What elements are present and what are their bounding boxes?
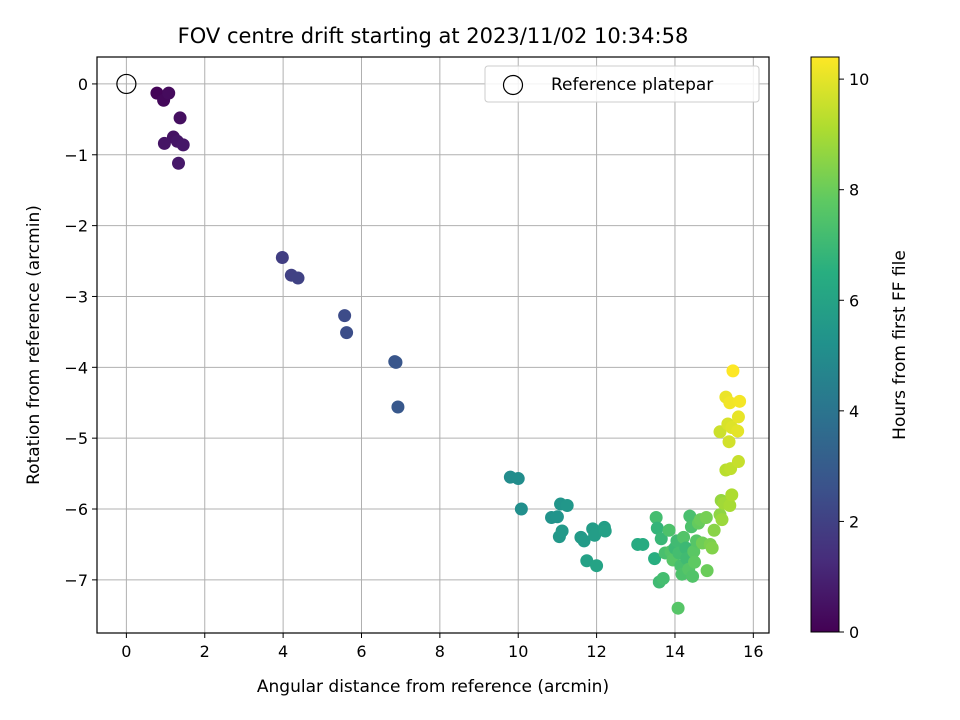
data-point — [688, 555, 702, 569]
colorbar-tick-label: 10 — [849, 70, 869, 89]
data-point — [731, 455, 745, 469]
data-point — [723, 498, 737, 512]
data-point — [172, 156, 186, 170]
data-points — [150, 86, 747, 615]
data-point — [715, 513, 729, 527]
data-point — [550, 510, 564, 524]
x-tick-label: 10 — [508, 642, 528, 661]
plot-frame — [96, 56, 770, 634]
reference-marker — [116, 73, 137, 95]
data-point — [683, 509, 697, 523]
data-point — [733, 394, 747, 408]
colorbar-label: Hours from first FF file — [890, 250, 910, 440]
y-axis-label: Rotation from reference (arcmin) — [24, 205, 44, 485]
data-point — [157, 136, 171, 150]
y-axis-ticks: 0 −1 −2 −3 −4 −5 −6 −7 — [64, 75, 97, 590]
colorbar-ticks: 0 2 4 6 8 10 — [839, 70, 869, 642]
grid-lines — [97, 57, 769, 633]
data-point — [176, 138, 190, 152]
data-point — [723, 396, 737, 410]
data-point — [580, 554, 594, 568]
x-tick-label: 0 — [121, 642, 131, 661]
data-point — [560, 498, 574, 512]
legend: Reference platepar — [484, 65, 760, 103]
data-point — [722, 435, 736, 449]
y-tick-label: 0 — [78, 75, 88, 94]
x-tick-label: 2 — [200, 642, 210, 661]
data-point — [588, 528, 602, 542]
x-tick-label: 4 — [278, 642, 288, 661]
data-point — [649, 511, 663, 525]
data-point — [725, 488, 739, 502]
data-point — [598, 524, 612, 538]
data-point — [555, 524, 569, 538]
data-point — [699, 511, 713, 525]
data-point — [677, 530, 691, 544]
legend-entry: Reference platepar — [551, 75, 713, 95]
legend-box — [484, 65, 760, 103]
data-point — [275, 251, 289, 265]
data-point — [726, 364, 740, 378]
data-point — [590, 559, 604, 573]
colorbar-gradient — [810, 56, 840, 633]
x-axis-ticks: 0 2 4 6 8 10 12 14 16 — [121, 633, 764, 661]
data-point — [291, 271, 305, 285]
x-tick-label: 16 — [743, 642, 763, 661]
colorbar-tick-label: 8 — [849, 181, 859, 200]
y-tick-label: −6 — [64, 500, 88, 519]
colorbar-tick-label: 6 — [849, 291, 859, 310]
data-point — [671, 601, 685, 615]
y-tick-label: −4 — [64, 358, 88, 377]
x-tick-label: 12 — [586, 642, 606, 661]
colorbar-tick-label: 0 — [849, 623, 859, 642]
data-point — [656, 571, 670, 585]
chart-title: FOV centre drift starting at 2023/11/02 … — [178, 24, 689, 48]
reference-point — [116, 73, 137, 95]
data-point — [707, 523, 721, 537]
legend-marker-circle — [502, 74, 524, 96]
x-tick-label: 6 — [356, 642, 366, 661]
data-point — [648, 552, 662, 566]
data-point — [700, 564, 714, 578]
data-point — [650, 521, 664, 535]
y-tick-label: −7 — [64, 571, 88, 590]
y-tick-label: −2 — [64, 217, 88, 236]
data-point — [173, 111, 187, 125]
data-point — [687, 545, 701, 559]
x-axis-label: Angular distance from reference (arcmin) — [257, 677, 609, 697]
data-point — [511, 472, 525, 486]
data-point — [731, 410, 745, 424]
data-point — [577, 534, 591, 548]
data-point — [731, 424, 745, 438]
y-tick-label: −5 — [64, 429, 88, 448]
colorbar: 0 2 4 6 8 10 Hours from first FF file — [810, 56, 910, 642]
data-point — [662, 523, 676, 537]
data-point — [514, 502, 528, 516]
data-point — [686, 569, 700, 583]
data-point — [636, 537, 650, 551]
colorbar-tick-label: 4 — [849, 402, 859, 421]
data-point — [389, 355, 403, 369]
data-point — [340, 326, 354, 340]
y-tick-label: −3 — [64, 287, 88, 306]
data-point — [705, 541, 719, 555]
colorbar-tick-label: 2 — [849, 512, 859, 531]
data-point — [391, 400, 405, 414]
y-tick-label: −1 — [64, 146, 88, 165]
data-point — [162, 86, 176, 100]
x-tick-label: 14 — [665, 642, 685, 661]
x-tick-label: 8 — [435, 642, 445, 661]
data-point — [654, 532, 668, 546]
data-point — [338, 309, 352, 323]
